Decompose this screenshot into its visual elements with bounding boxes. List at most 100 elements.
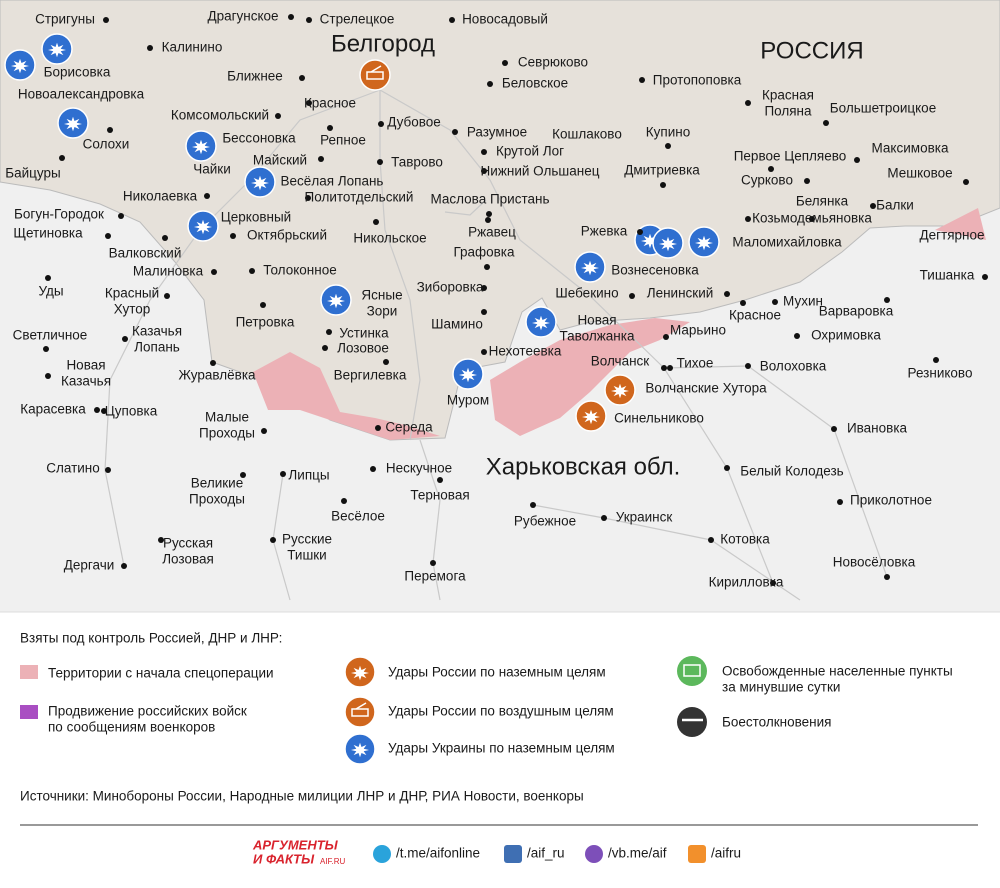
place-label: Максимовка [872, 141, 949, 156]
place-dot [162, 235, 168, 241]
strike-burst [11, 58, 29, 74]
place-dot [280, 471, 286, 477]
vk-icon[interactable] [504, 845, 522, 863]
strike-burst [351, 742, 369, 758]
place-dot [481, 309, 487, 315]
footer-link[interactable]: /aifru [711, 846, 741, 861]
place-label: Варваровка [819, 304, 894, 319]
place-dot [745, 100, 751, 106]
air-strike-glyph [366, 71, 384, 80]
place-dot [211, 269, 217, 275]
legend-label: Освобожденные населенные пункты [722, 664, 953, 679]
place-label: Великие [191, 476, 243, 491]
strike-burst [459, 367, 477, 383]
place-dot [103, 17, 109, 23]
place-dot [804, 178, 810, 184]
place-dot [158, 537, 164, 543]
place-label: Цуповка [105, 404, 158, 419]
place-dot [724, 291, 730, 297]
place-label: Разумное [467, 125, 527, 140]
strike-burst [351, 665, 369, 681]
strike-burst [659, 236, 677, 252]
place-label: Белянка [796, 194, 849, 209]
place-label: Маслова Пристань [430, 192, 549, 207]
place-dot [484, 264, 490, 270]
place-dot [745, 216, 751, 222]
place-dot [118, 213, 124, 219]
strike-burst [64, 116, 82, 132]
strike-burst [192, 139, 210, 155]
place-dot [481, 149, 487, 155]
place-dot [105, 467, 111, 473]
place-label: Купино [646, 125, 690, 140]
place-label: Красное [304, 96, 356, 111]
legend-label: Удары России по воздушным целям [388, 704, 614, 719]
place-label: Графовка [453, 245, 515, 260]
legend-swatch [20, 665, 38, 679]
legend: Взяты под контроль Россией, ДНР и ЛНР: И… [20, 631, 978, 826]
place-label: Крутой Лог [496, 144, 564, 159]
place-dot [502, 60, 508, 66]
strike-burst [582, 409, 600, 425]
place-dot [667, 365, 673, 371]
place-dot [249, 268, 255, 274]
place-dot [101, 408, 107, 414]
place-dot [275, 113, 281, 119]
place-label: Никольское [353, 231, 426, 246]
sources: Источники: Минобороны России, Народные м… [20, 789, 584, 804]
telegram-icon[interactable] [373, 845, 391, 863]
place-label: Кирилловка [709, 575, 784, 590]
place-label: Проходы [199, 426, 255, 441]
region-label: РОССИЯ [760, 37, 863, 64]
place-label: Нехотеевка [489, 344, 562, 359]
place-label: Приколотное [850, 493, 932, 508]
place-label: Весёлая Лопань [281, 174, 384, 189]
strike-burst [327, 293, 345, 309]
controlled-area [490, 318, 690, 436]
place-dot [485, 217, 491, 223]
place-label: Байцуры [5, 166, 60, 181]
place-dot [601, 515, 607, 521]
strike-burst [251, 175, 269, 191]
controlled-area [935, 208, 986, 240]
footer-link[interactable]: /t.me/aifonline [396, 846, 480, 861]
ok-icon[interactable] [688, 845, 706, 863]
place-label: Мешковое [887, 166, 952, 181]
place-label: Шебекино [555, 286, 618, 301]
controlled-area [253, 352, 446, 440]
place-label: Журавлёвка [178, 368, 256, 383]
place-dot [661, 365, 667, 371]
place-label: Новая [66, 358, 105, 373]
place-label: Сурково [741, 173, 793, 188]
place-label: Липцы [288, 468, 329, 483]
place-label: Казачья [61, 374, 111, 389]
place-dot [299, 75, 305, 81]
legend-label: за минувшие сутки [722, 680, 840, 695]
place-dot [933, 357, 939, 363]
place-dot [745, 363, 751, 369]
place-dot [204, 193, 210, 199]
place-dot [164, 293, 170, 299]
place-label: Марьино [670, 323, 726, 338]
place-dot [452, 129, 458, 135]
place-dot [486, 211, 492, 217]
place-label: Стрелецкое [320, 12, 395, 27]
liberated-glyph [683, 664, 701, 677]
place-label: Церковный [221, 210, 291, 225]
place-label: Протопоповка [653, 73, 742, 88]
place-label: Белый Колодезь [740, 464, 843, 479]
place-dot [377, 159, 383, 165]
footer-link[interactable]: /vb.me/aif [608, 846, 667, 861]
place-dot [210, 360, 216, 366]
place-label: Таврово [391, 155, 443, 170]
place-label: Резниково [908, 366, 973, 381]
place-label: Волоховка [760, 359, 827, 374]
place-dot [481, 349, 487, 355]
place-dot [378, 121, 384, 127]
viber-icon[interactable] [585, 845, 603, 863]
place-dot [770, 580, 776, 586]
footer-link[interactable]: /aif_ru [527, 846, 565, 861]
place-dot [884, 574, 890, 580]
place-label: Рубежное [514, 514, 576, 529]
place-label: Казачья [132, 324, 182, 339]
